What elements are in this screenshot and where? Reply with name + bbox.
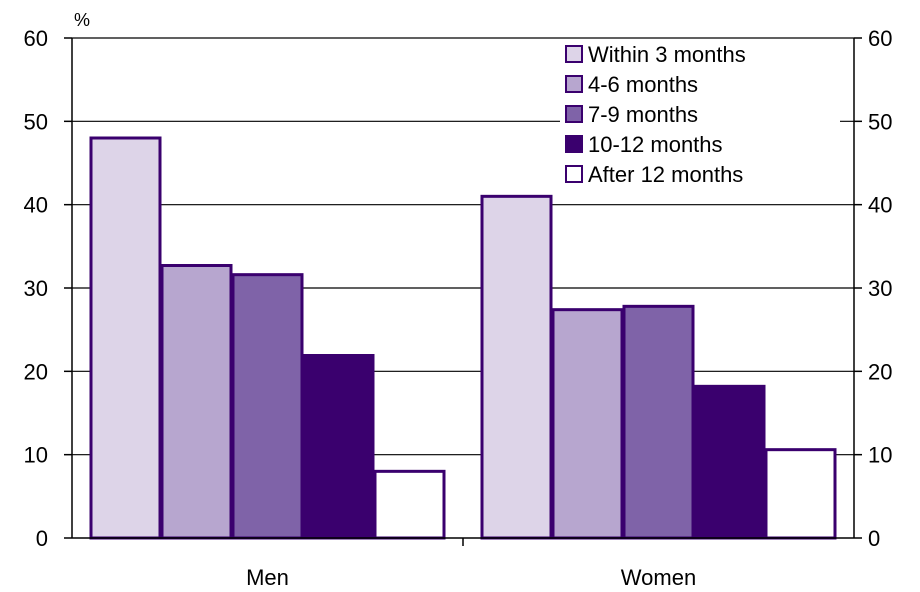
bar-women-2	[622, 304, 695, 540]
legend-swatch	[565, 135, 583, 153]
y-tick-label-left: 30	[24, 276, 48, 301]
y-tick-label-right: 50	[868, 109, 892, 134]
x-category-label: Women	[621, 565, 696, 590]
y-tick-label-left: 40	[24, 193, 48, 218]
y-tick-label-left: 0	[36, 526, 48, 551]
y-tick-label-left: 50	[24, 109, 48, 134]
bar-women-4	[764, 448, 837, 540]
bar-women-3	[693, 384, 766, 540]
legend-label: 4-6 months	[588, 72, 698, 97]
bars-layer	[89, 136, 837, 540]
legend-label: Within 3 months	[588, 42, 746, 67]
bar-men-0	[89, 136, 162, 540]
legend-swatch	[565, 105, 583, 123]
legend: Within 3 months 4-6 months 7-9 months 10-12…	[560, 42, 840, 194]
y-tick-label-right: 10	[868, 443, 892, 468]
y-tick-label-right: 20	[868, 359, 892, 384]
bar-men-2	[231, 273, 304, 540]
legend-swatch	[565, 45, 583, 63]
labels-layer: % 0 0 10 10 20 20 30 30 40 40 50 50 60 60 Men Women	[24, 10, 893, 590]
y-tick-label-right: 60	[868, 26, 892, 51]
bar-women-0	[480, 194, 553, 540]
legend-swatch	[565, 75, 583, 93]
legend-swatch	[565, 165, 583, 183]
y-tick-label-right: 30	[868, 276, 892, 301]
axes-layer	[64, 37, 862, 546]
legend-label: After 12 months	[588, 162, 743, 187]
bar-men-3	[302, 354, 375, 540]
y-tick-label-left: 60	[24, 26, 48, 51]
bar-women-1	[551, 308, 624, 540]
y-tick-label-right: 40	[868, 193, 892, 218]
y-tick-label-left: 10	[24, 443, 48, 468]
y-unit-label: %	[74, 10, 90, 30]
legend-label: 10-12 months	[588, 132, 723, 157]
y-tick-label-left: 20	[24, 359, 48, 384]
legend-background	[560, 42, 840, 194]
bar-men-1	[160, 264, 233, 540]
y-tick-label-right: 0	[868, 526, 880, 551]
x-category-label: Men	[246, 565, 289, 590]
legend-label: 7-9 months	[588, 102, 698, 127]
bar-men-4	[373, 469, 446, 540]
